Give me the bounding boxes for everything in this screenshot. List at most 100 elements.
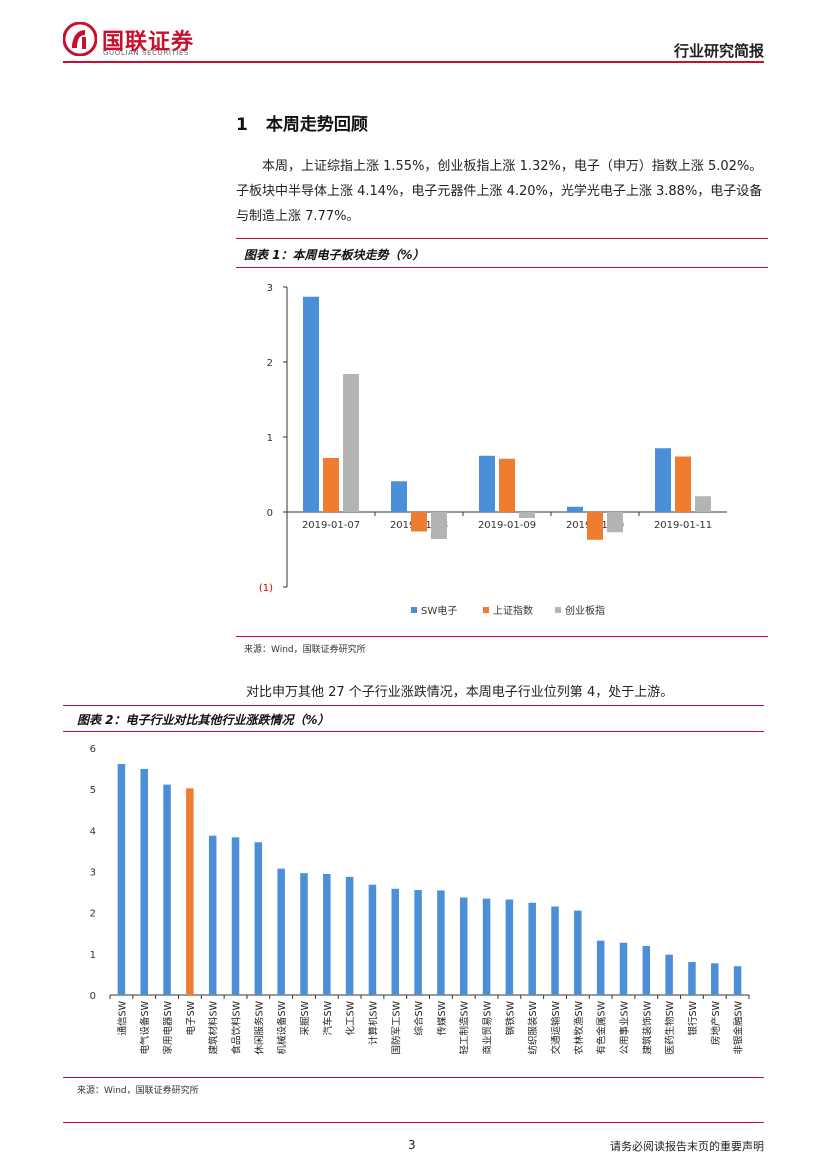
figure1-caption-rule <box>236 267 768 268</box>
bar-19 <box>528 902 536 995</box>
y-tick-label: 3 <box>90 868 96 879</box>
bar-2-2 <box>411 512 427 532</box>
x-tick-label: 纺织服装SW <box>527 1000 539 1054</box>
bar-6 <box>231 837 240 995</box>
bar-16 <box>459 897 468 995</box>
figure2-source: 来源：Wind，国联证券研究所 <box>77 1086 199 1096</box>
x-tick-label: 通信SW <box>116 1000 128 1035</box>
bar-1-4 <box>567 506 583 512</box>
x-tick-label: 医药生物SW <box>664 1000 676 1054</box>
bar-1-2 <box>391 481 407 512</box>
bar-3-4 <box>607 512 623 533</box>
x-tick-label: 2019-01-09 <box>478 520 536 531</box>
bar-11 <box>345 876 354 995</box>
logo-text-en: GUOLIAN SECURITIES <box>103 49 190 57</box>
x-tick-label: 家用电器SW <box>162 1000 174 1054</box>
bar-3-2 <box>431 512 447 539</box>
paragraph-industry-ranking: 对比申万其他 27 个子行业涨跌情况，本周电子行业位列第 4，处于上游。 <box>246 685 674 700</box>
x-tick-label: 轻工制造SW <box>459 1000 471 1054</box>
legend-label: SW电子 <box>421 604 457 617</box>
bar-2 <box>140 768 148 995</box>
y-tick-label: 0 <box>267 508 273 519</box>
bar-28 <box>733 966 742 995</box>
y-tick-label: (1) <box>259 583 273 594</box>
x-tick-label: 化工SW <box>345 1000 357 1035</box>
bar-1-3 <box>479 455 495 512</box>
x-tick-label: 有色金属SW <box>596 1000 608 1054</box>
figure2-caption: 图表 2：电子行业对比其他行业涨跌情况（%） <box>77 713 330 727</box>
section-title: 1 本周走势回顾 <box>236 110 368 135</box>
x-tick-label: 传媒SW <box>436 1000 448 1035</box>
figure1-caption: 图表 1：本周电子板块走势（%） <box>244 248 425 262</box>
bar-5 <box>208 835 217 995</box>
x-tick-label: 农林牧渔SW <box>573 1000 585 1054</box>
x-tick-label: 电子SW <box>185 1000 197 1035</box>
x-tick-label: 国防军工SW <box>390 1000 402 1054</box>
bar-10 <box>323 873 331 995</box>
bar-27 <box>711 963 719 995</box>
x-tick-label: 2019-01-07 <box>302 520 360 531</box>
y-tick-label: 0 <box>90 991 96 1002</box>
bar-14 <box>414 890 422 995</box>
bar-2-5 <box>675 456 691 512</box>
y-tick-label: 1 <box>267 433 273 444</box>
bar-1-1 <box>303 296 319 512</box>
section-title-text: 本周走势回顾 <box>265 115 368 135</box>
footer-disclaimer: 请务必阅读报告末页的重要声明 <box>610 1140 764 1153</box>
x-tick-label: 食品饮料SW <box>231 1000 243 1054</box>
x-tick-label: 休闲服务SW <box>253 1000 265 1054</box>
x-tick-label: 商业贸易SW <box>482 1000 494 1054</box>
bar-22 <box>596 940 605 995</box>
legend-swatch <box>555 607 561 613</box>
bar-3-1 <box>343 374 359 512</box>
bar-3-5 <box>695 496 711 512</box>
legend-label: 上证指数 <box>493 604 533 617</box>
section-number: 1 <box>236 115 248 135</box>
legend-swatch <box>483 607 489 613</box>
bar-1 <box>117 764 126 995</box>
bar-9 <box>300 873 308 995</box>
logo-text-cn: 国联证券 <box>102 30 195 55</box>
chart-sector-weekly: (1)01232019-01-072019-01-082019-01-09201… <box>259 283 727 617</box>
bar-26 <box>688 962 696 995</box>
bar-12 <box>368 884 377 995</box>
y-tick-label: 2 <box>267 358 273 369</box>
x-tick-label: 公用事业SW <box>618 1000 630 1054</box>
bar-2-4 <box>587 512 603 540</box>
figure1-top-rule <box>236 238 768 239</box>
x-tick-label: 非银金融SW <box>733 1000 745 1054</box>
figure1-bottom-rule <box>236 636 768 637</box>
chart-industry-comparison: 0 1 2 3 4 5 6 通信SW 电气设备SW 家用电器SW 电子SW 建筑材料SW 食品饮料SW 休… <box>90 744 750 1054</box>
x-tick-label: 钢铁SW <box>504 1000 516 1035</box>
bar-3 <box>163 784 171 995</box>
x-tick-label: 综合SW <box>413 1000 425 1035</box>
page-number: 3 <box>408 1138 416 1152</box>
bar-17 <box>482 898 491 995</box>
figure2-top-rule <box>63 705 764 706</box>
x-tick-label: 房地产SW <box>710 1000 722 1045</box>
bar-23 <box>619 942 628 995</box>
y-tick-label: 6 <box>90 744 96 755</box>
bar-8 <box>277 868 285 995</box>
figure1-source: 来源：Wind，国联证券研究所 <box>244 645 366 655</box>
y-tick-label: 4 <box>90 826 96 837</box>
x-tick-label: 2019-01-11 <box>654 520 712 531</box>
x-tick-label: 汽车SW <box>322 1000 334 1035</box>
header-divider <box>63 61 764 63</box>
bar-21 <box>574 910 582 995</box>
x-tick-label: 交通运输SW <box>550 1000 562 1054</box>
bar-4 <box>186 788 194 995</box>
legend-label: 创业板指 <box>565 604 605 617</box>
page-header: 国联证券 GUOLIAN SECURITIES 行业研究简报 <box>0 0 827 63</box>
x-tick-label: 电气设备SW <box>139 1000 151 1054</box>
y-tick-label: 1 <box>90 950 96 961</box>
x-tick-label: 银行SW <box>687 1000 699 1035</box>
bar-13 <box>391 888 400 995</box>
bar-18 <box>505 899 514 995</box>
x-tick-label: 建筑材料SW <box>208 1000 220 1054</box>
bar-2-3 <box>499 458 515 512</box>
x-tick-label: 机械设备SW <box>276 1000 288 1054</box>
guolian-logo-icon <box>63 22 97 56</box>
report-type: 行业研究简报 <box>673 42 764 60</box>
bar-25 <box>665 954 673 995</box>
